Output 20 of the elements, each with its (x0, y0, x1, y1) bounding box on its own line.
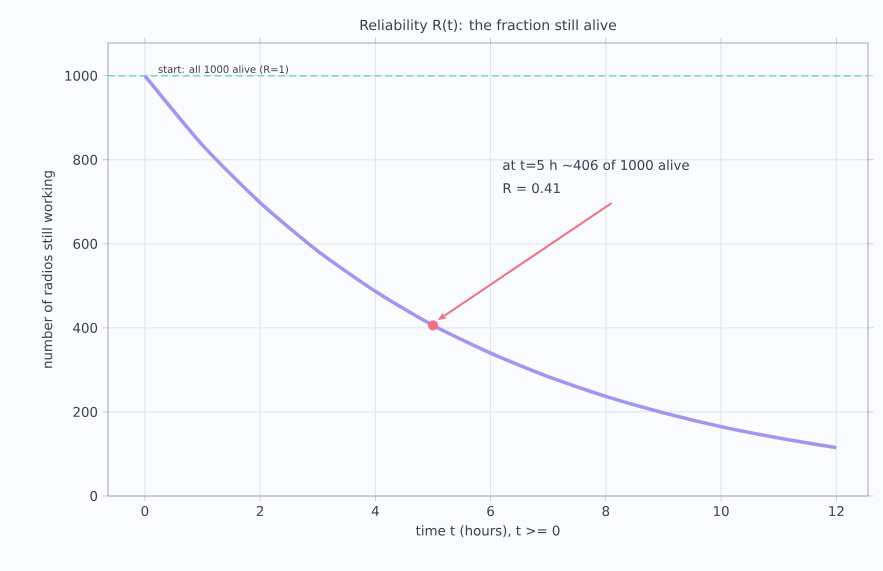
y-tick-label: 800 (73, 154, 98, 165)
y-tick-label: 1000 (65, 70, 98, 81)
x-tick-label: 6 (487, 506, 494, 516)
y-tick-label: 0 (90, 490, 98, 502)
annotation: R = 0.41 (504, 183, 560, 194)
ref-line-label: start: all 1000 alive (R=1) (158, 65, 288, 74)
x-tick-label: 8 (602, 506, 610, 516)
line-series (143, 74, 838, 450)
y-tick-label: 600 (73, 238, 98, 249)
y-tick-label: 200 (73, 406, 98, 417)
x-tick-label: 12 (829, 506, 844, 516)
x-tick-label: 10 (714, 506, 729, 516)
y-tick-label: 400 (73, 322, 98, 333)
x-tick-label: 4 (372, 506, 379, 516)
annotation: at t=5 h ~406 of 1000 alive (503, 160, 689, 170)
chart-title: Reliability R(t): the fraction still alive (360, 19, 616, 33)
y-axis-title: number of radios still working (42, 171, 55, 368)
x-axis-title: time t (hours), t >= 0 (416, 525, 560, 538)
x-tick-label: 2 (256, 506, 264, 516)
x-tick-label: 0 (142, 506, 148, 516)
